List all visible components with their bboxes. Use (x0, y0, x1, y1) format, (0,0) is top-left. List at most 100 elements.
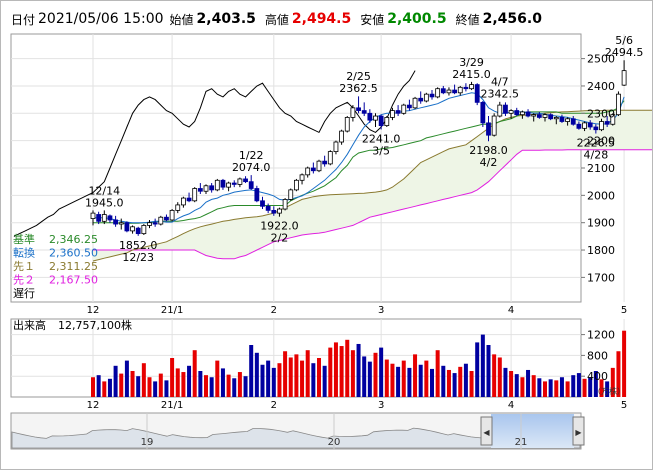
date-tick-label: 4 (508, 305, 514, 316)
volume-bar (317, 358, 321, 397)
navigator-left-handle[interactable]: ◀ (480, 416, 493, 446)
volume-bar (492, 354, 497, 397)
volume-bar (232, 378, 237, 397)
navigator-right-handle[interactable]: ▶ (572, 416, 585, 446)
candle (214, 178, 220, 192)
navigator-label: 21 (515, 437, 528, 448)
candle (570, 116, 576, 126)
price-tick-label: 1900 (587, 217, 615, 230)
volume-bar (356, 343, 361, 397)
annotation-value: 2226.5 (577, 136, 616, 149)
candle-body (158, 216, 164, 225)
candle (158, 215, 164, 226)
candle (90, 210, 96, 226)
volume-bar (520, 377, 525, 397)
candle-body (536, 114, 542, 118)
volume-bar (249, 345, 254, 397)
candle-body (497, 104, 503, 117)
volume-bar (509, 371, 514, 397)
candle (175, 202, 181, 214)
volume-bar (136, 376, 141, 397)
candle-body (531, 114, 537, 117)
price-tick-label: 2200 (587, 135, 615, 148)
date-tick-label: 2 (271, 305, 277, 316)
volume-bar (362, 356, 367, 397)
date-tick-label: 12 (87, 305, 100, 316)
annotation-label: 12/23 (122, 251, 154, 264)
candle-body (237, 178, 243, 185)
price-annotation: 2226.54/28 (577, 136, 616, 161)
legend-label: 先２ (13, 274, 35, 287)
annotation-value: 2074.0 (232, 161, 271, 174)
candle-body (570, 118, 576, 125)
price-annotation: 1852.012/23 (119, 239, 158, 264)
candle-body (469, 84, 474, 90)
annotation-value: 1945.0 (85, 196, 124, 209)
volume-bar (503, 367, 508, 397)
candle (107, 214, 113, 223)
volume-bar (475, 342, 480, 397)
volume-bar (260, 364, 265, 397)
date-value: 2021/05/06 15:00 (38, 11, 164, 27)
candle-body (203, 185, 209, 192)
candle (621, 60, 627, 86)
volume-bar (328, 347, 333, 397)
volume-bar (367, 361, 372, 397)
volume-bar (588, 377, 593, 397)
volume-axis: 1200 800 400 (581, 329, 615, 383)
volume-bar (181, 372, 186, 397)
volume-bar (333, 342, 338, 397)
candlestick-series (90, 60, 627, 236)
candle (344, 116, 350, 133)
candle-body (508, 110, 514, 114)
candle-body (90, 212, 96, 219)
annotation-value: 2494.5 (605, 46, 644, 59)
senkou-span-b-line (93, 149, 652, 260)
volume-bar (339, 346, 344, 397)
annotation-value: 2415.0 (452, 68, 491, 81)
candle (503, 102, 508, 117)
high-label: 高値 (264, 12, 289, 27)
candle (497, 101, 503, 118)
navigator-window[interactable] (491, 414, 574, 448)
volume-bar (548, 379, 553, 397)
candle-body (101, 214, 107, 222)
candle-body (401, 104, 407, 114)
candle-body (406, 104, 412, 109)
candle (197, 183, 203, 194)
right-arrow-icon[interactable]: ▶ (575, 428, 582, 437)
volume-bar (379, 347, 384, 397)
candle (271, 206, 277, 216)
candle (616, 91, 621, 117)
candle (310, 162, 316, 174)
candle-body (293, 179, 299, 191)
price-annotation: 2241.03/5 (362, 132, 401, 157)
candle (147, 219, 152, 229)
volume-bar (582, 378, 587, 397)
volume-bar (237, 372, 242, 397)
legend-value: 2,346.25 (49, 233, 98, 246)
left-arrow-icon[interactable]: ◀ (483, 428, 490, 437)
candle (293, 178, 299, 192)
volume-bar (514, 374, 519, 397)
annotation-label: 4/2 (480, 156, 498, 169)
candle (226, 181, 232, 192)
candle (367, 109, 373, 123)
volume-bar (610, 367, 615, 397)
candle-body (152, 222, 158, 225)
date-tick-label: 3 (378, 400, 384, 411)
candle (599, 118, 604, 132)
volume-bar (435, 350, 440, 397)
candle (113, 215, 118, 227)
price-annotation: 1922.02/2 (260, 220, 299, 245)
indicator-legend: 基準 2,346.25 転換 2,360.50 先１ 2,311.25 先２ 2,167.50… (13, 232, 98, 300)
candle (604, 116, 610, 127)
annotation-value: 2241.0 (362, 132, 401, 145)
candle (254, 185, 260, 203)
volume-bar (390, 363, 395, 397)
candle-body (271, 209, 277, 214)
candle-body (260, 200, 265, 207)
